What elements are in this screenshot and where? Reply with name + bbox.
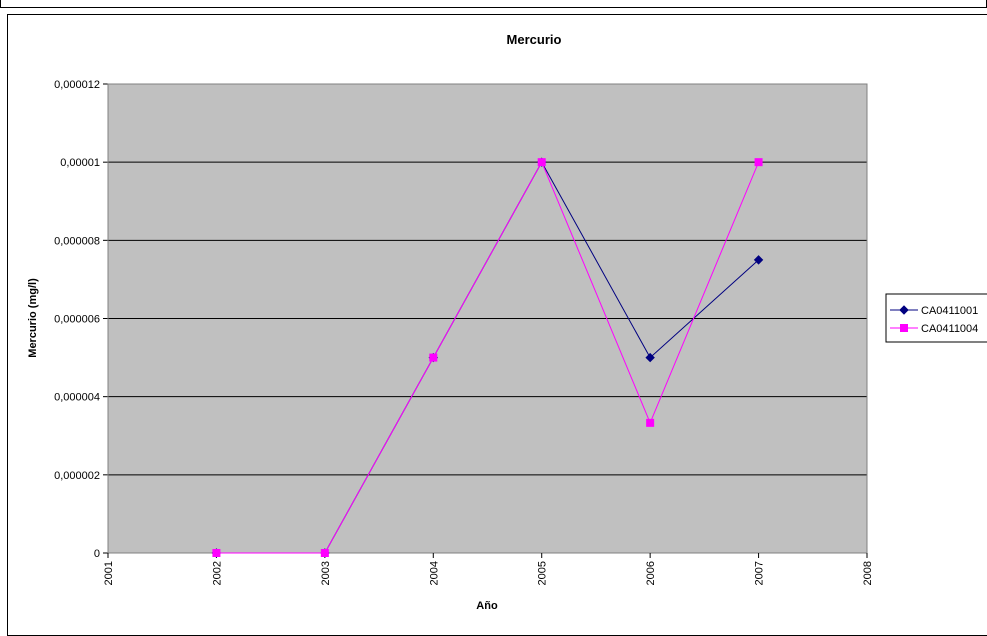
legend: CA0411001 CA0411004 xyxy=(885,293,987,343)
series-group xyxy=(211,157,764,558)
y-tick-label: 0,000012 xyxy=(54,79,100,91)
y-tick-label: 0,000002 xyxy=(54,470,100,482)
series-line xyxy=(216,161,760,554)
y-tick-label: 0,00001 xyxy=(60,157,100,169)
data-point xyxy=(753,255,764,265)
legend-box xyxy=(885,293,987,343)
x-tick-label: 2003 xyxy=(320,561,332,585)
y-tick-label: 0,000008 xyxy=(54,235,100,247)
chart-title: Mercurio xyxy=(507,32,562,47)
data-point xyxy=(646,418,655,427)
plot-border xyxy=(107,83,868,554)
data-point xyxy=(900,324,908,332)
y-tick-label: 0 xyxy=(94,548,100,560)
legend-label: CA0411001 xyxy=(921,305,978,317)
legend-entry: CA0411001 xyxy=(890,305,978,317)
x-tick-label: 2006 xyxy=(645,561,657,585)
data-point xyxy=(645,352,655,363)
axes xyxy=(107,83,868,558)
y-tick-labels: 0 0,000002 0,000004 0,000006 0,000008 0,00001… xyxy=(54,79,100,560)
x-tick-labels: 2001 2002 2003 2004 2005 2006 2007 2008 xyxy=(103,561,874,585)
y-tick-label: 0,000006 xyxy=(54,314,100,326)
y-tick-label: 0,000004 xyxy=(54,392,100,404)
x-tick-label: 2008 xyxy=(862,561,874,585)
data-point xyxy=(429,353,438,362)
y-axis-label: Mercurio (mg/l) xyxy=(27,278,39,358)
data-point xyxy=(212,549,221,557)
data-point xyxy=(537,158,546,167)
data-point xyxy=(899,305,909,315)
series-CA0411004 xyxy=(212,158,763,557)
x-tick-label: 2005 xyxy=(537,561,549,585)
x-tick-label: 2004 xyxy=(428,561,440,585)
data-point xyxy=(320,549,329,557)
legend-entry: CA0411004 xyxy=(890,323,978,335)
x-tick-label: 2002 xyxy=(211,561,223,585)
legend-label: CA0411004 xyxy=(921,323,978,335)
x-tick-label: 2007 xyxy=(754,561,766,585)
x-tick-label: 2001 xyxy=(103,561,115,585)
chart-svg: Mercurio 0 0,000002 0,000004 0,000006 0,0000… xyxy=(27,32,987,612)
data-point xyxy=(754,158,763,167)
previous-chart-frame xyxy=(0,0,987,8)
chart-area: Mercurio 0 0,000002 0,000004 0,000006 0,0000… xyxy=(7,14,987,636)
x-axis-label: Año xyxy=(476,600,498,612)
